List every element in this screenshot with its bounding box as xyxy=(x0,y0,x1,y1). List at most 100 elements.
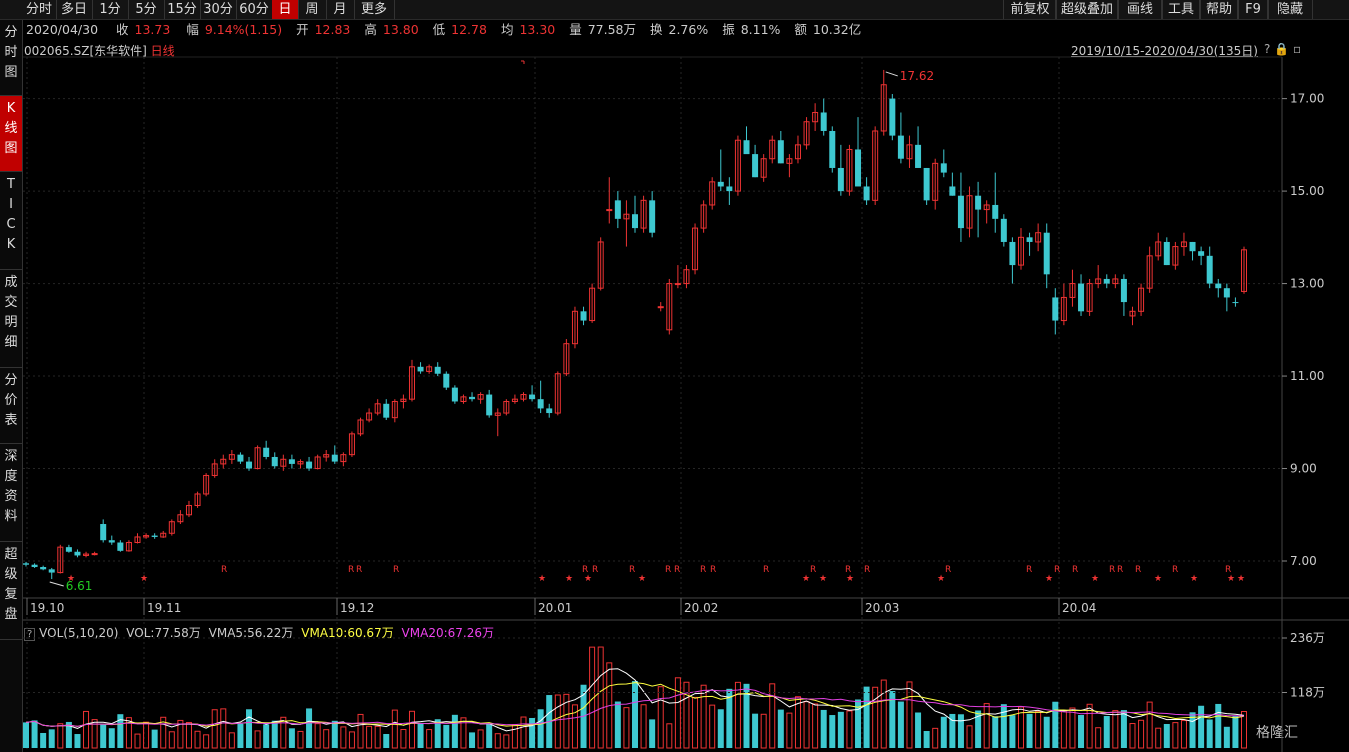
volume-bar xyxy=(1163,723,1170,748)
signal-r-marker: R xyxy=(356,565,362,575)
tool-3[interactable]: 工具 xyxy=(1161,0,1201,19)
sidebar-item-6[interactable]: 超级复盘 xyxy=(0,542,22,640)
candle-body xyxy=(391,400,398,419)
volume-bar xyxy=(589,646,596,749)
sidebar-item-4[interactable]: 分价表 xyxy=(0,368,22,444)
lock-icon[interactable]: 🔒 xyxy=(1274,42,1290,56)
candle-body xyxy=(1052,297,1059,321)
window-icon[interactable]: ▫ xyxy=(1292,42,1302,56)
candle-body xyxy=(203,474,210,495)
candle-body xyxy=(709,181,716,206)
sidebar-item-3[interactable]: 成交明细 xyxy=(0,270,22,368)
tab-4[interactable]: 15分 xyxy=(164,0,201,19)
volume-value: 77.58万 xyxy=(587,22,637,37)
volume-bar xyxy=(709,704,716,749)
candle-body xyxy=(683,269,690,285)
volume-bar xyxy=(408,710,415,749)
signal-r-marker: R xyxy=(348,565,354,575)
volume-bar xyxy=(897,701,904,748)
vma20-line xyxy=(25,688,1245,727)
candle-body xyxy=(880,84,887,132)
signal-r-marker: R xyxy=(221,565,227,575)
candle-body xyxy=(1172,246,1179,266)
tool-4[interactable]: 帮助 xyxy=(1199,0,1239,19)
signal-r-marker: R xyxy=(864,565,870,575)
volume-bar xyxy=(1241,711,1247,749)
volume-bar xyxy=(1155,727,1162,749)
candle-body xyxy=(1189,241,1196,252)
turnover-value: 2.76% xyxy=(668,22,709,37)
candle-body xyxy=(846,148,853,192)
volume-bar xyxy=(469,732,476,748)
help-icon[interactable]: ? xyxy=(1264,42,1271,56)
candle-body xyxy=(966,195,973,229)
tool-0[interactable]: 前复权 xyxy=(1003,0,1057,19)
volume-bar xyxy=(168,731,175,749)
candle-body xyxy=(486,394,493,416)
signal-r-marker: R xyxy=(1054,565,1060,575)
tool-5[interactable]: F9 xyxy=(1237,0,1269,19)
candle-body xyxy=(246,461,253,469)
tab-10[interactable]: 更多 xyxy=(354,0,395,19)
volume-bar xyxy=(872,686,879,749)
amount-label: 额 xyxy=(794,22,807,37)
candle-body xyxy=(940,163,947,173)
volume-bar xyxy=(1180,720,1187,749)
period-label[interactable]: 日线 xyxy=(150,44,175,58)
tool-1[interactable]: 超级叠加 xyxy=(1055,0,1119,19)
tab-9[interactable]: 月 xyxy=(326,0,355,19)
volume-bar xyxy=(451,714,458,748)
tab-3[interactable]: 5分 xyxy=(128,0,165,19)
volume-bar xyxy=(734,681,741,749)
volume-bar xyxy=(1198,705,1205,748)
tool-6[interactable]: 隐藏 xyxy=(1267,0,1313,19)
volume-bar xyxy=(83,710,90,749)
candle-body xyxy=(820,112,827,131)
volume-bar xyxy=(100,724,107,748)
info-icon[interactable]: ? xyxy=(24,628,36,641)
signal-star-marker: ★ xyxy=(584,574,592,584)
volume-bar xyxy=(614,701,621,748)
tab-1[interactable]: 多日 xyxy=(56,0,93,19)
volume-bar xyxy=(1000,704,1007,748)
volume-bar xyxy=(1112,710,1119,749)
tab-0[interactable]: 分时 xyxy=(22,0,57,19)
vol-title: VOL(5,10,20) xyxy=(39,626,119,640)
volume-bar xyxy=(391,709,398,749)
candle-body xyxy=(434,366,441,374)
signal-star-marker: ★ xyxy=(802,574,810,584)
signal-star-marker: ★ xyxy=(1045,574,1053,584)
volume-bar xyxy=(1078,715,1085,748)
tool-2[interactable]: 画线 xyxy=(1117,0,1163,19)
stock-code: 002065.SZ xyxy=(24,44,90,58)
tab-7[interactable]: 日 xyxy=(272,0,299,19)
volume-bar xyxy=(777,709,784,748)
sidebar-item-0[interactable]: 分时图 xyxy=(0,20,22,96)
tab-8[interactable]: 周 xyxy=(298,0,327,19)
volume-bar xyxy=(957,714,964,748)
volume-bar xyxy=(426,729,433,749)
volume-bar xyxy=(769,683,776,749)
vma5-value: VMA5:56.22万 xyxy=(208,626,294,640)
candle-body xyxy=(1078,283,1085,312)
candle-body xyxy=(760,158,767,178)
candle-body xyxy=(1180,241,1187,248)
volume-bar xyxy=(1206,719,1213,748)
volume-bar xyxy=(932,727,939,749)
candle-body xyxy=(692,227,699,271)
sidebar-item-5[interactable]: 深度资料 xyxy=(0,444,22,542)
tab-2[interactable]: 1分 xyxy=(92,0,129,19)
volume-bar xyxy=(306,708,313,748)
candle-body xyxy=(915,144,922,168)
candle-body xyxy=(1155,241,1162,257)
tab-5[interactable]: 30分 xyxy=(200,0,237,19)
volume-bar xyxy=(949,713,956,748)
volume-bar xyxy=(657,686,664,749)
volume-bar xyxy=(889,691,896,748)
date-range[interactable]: 2019/10/15-2020/04/30(135日) xyxy=(1071,44,1258,58)
change-value: 9.14%(1.15) xyxy=(204,22,283,37)
min-arrow xyxy=(49,581,64,587)
